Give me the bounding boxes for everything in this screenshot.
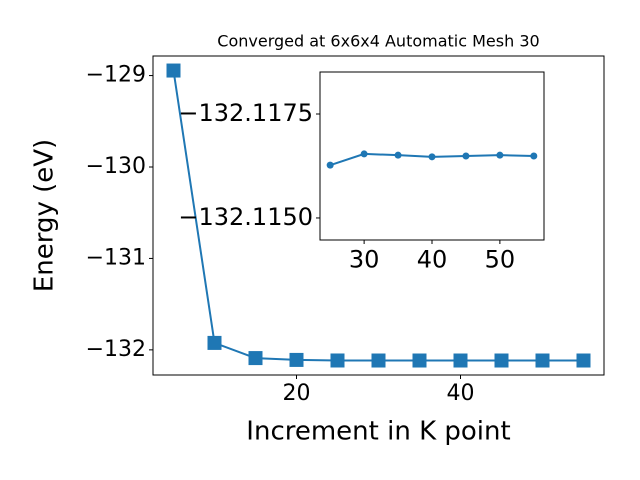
marker [576,353,591,368]
marker [289,352,304,367]
x-tick-label: 50 [485,245,516,273]
marker [530,152,538,160]
axes-frame [152,55,605,376]
marker [462,152,470,160]
marker [494,353,509,368]
y-tick-label: −130 [86,154,146,179]
chart-title: Converged at 6x6x4 Automatic Mesh 30 [217,32,539,51]
marker [412,353,427,368]
x-axis-label: Increment in K point [246,417,510,447]
x-tick-label: 40 [417,245,448,273]
y-tick-label: −129 [86,63,146,88]
marker [394,151,402,159]
y-tick-label: −132.1175 [178,99,313,127]
marker [371,353,386,368]
marker [360,150,368,158]
marker [496,151,504,159]
x-tick-label: 30 [349,245,380,273]
marker [535,353,550,368]
marker [326,161,334,169]
marker [248,351,263,366]
marker [166,63,181,78]
marker [428,153,436,161]
y-tick-label: −132.1150 [178,203,313,231]
y-tick-label: −132 [86,337,146,362]
axes-frame [319,71,545,241]
x-tick-label: 20 [283,381,311,406]
y-tick-label: −131 [86,245,146,270]
marker [330,353,345,368]
y-axis-label: Energy (eV) [30,139,60,292]
x-tick-label: 40 [447,381,475,406]
marker [453,353,468,368]
marker [207,335,222,350]
